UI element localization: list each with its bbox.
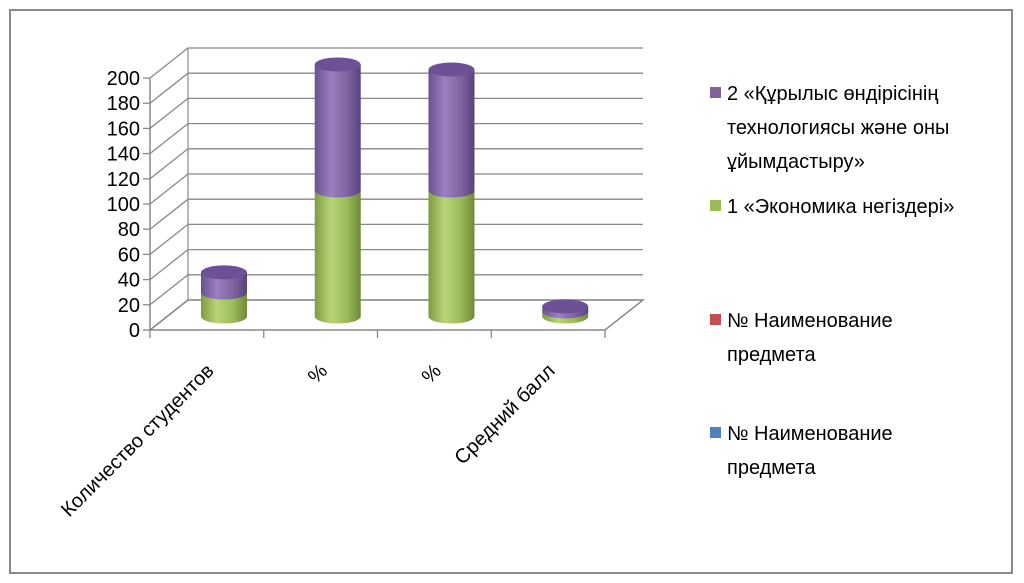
y-tick-label: 100 <box>107 194 140 216</box>
chart-frame <box>9 9 1013 574</box>
legend-label: технологиясы және оны <box>727 117 949 139</box>
y-tick-label: 0 <box>129 320 140 342</box>
bar-segment <box>428 190 475 324</box>
bar-body <box>314 190 361 324</box>
legend-item: 1 «Экономика негіздері» <box>710 196 954 218</box>
bar-segment <box>314 190 361 324</box>
x-category-label: % <box>304 360 332 388</box>
legend-label: 1 «Экономика негіздері» <box>727 196 954 218</box>
bar-body <box>428 190 475 324</box>
y-tick-label: 40 <box>118 270 140 292</box>
y-tick-label: 60 <box>118 244 140 266</box>
legend-label: предмета <box>727 344 816 366</box>
bars <box>200 57 589 324</box>
gridline <box>149 299 643 331</box>
gridline <box>149 72 643 104</box>
legend-swatch <box>710 87 721 98</box>
gridline <box>149 223 643 255</box>
x-category-label: % <box>418 360 446 388</box>
legend-swatch <box>710 200 721 211</box>
legend-label: № Наименование <box>727 423 893 445</box>
y-tick-label: 80 <box>118 219 140 241</box>
legend-item: 2 «Құрылыс өндірісінің технологиясы және … <box>710 83 949 173</box>
y-tick-label: 20 <box>118 295 140 317</box>
gridline <box>149 274 643 306</box>
x-category-label: Средний балл <box>451 360 560 469</box>
gridline <box>149 47 643 79</box>
legend-label: ұйымдастыру» <box>727 151 865 173</box>
gridline <box>149 97 643 129</box>
gridlines <box>149 47 643 338</box>
gridline <box>149 148 643 180</box>
legend-label: предмета <box>727 457 816 479</box>
y-axis-ticks: 0 20 40 60 80 100 120 140 160 180 200 <box>107 68 150 342</box>
bar-top-cap <box>428 62 475 77</box>
x-category-label: Количество студентов <box>57 360 218 521</box>
bar-segment <box>200 292 247 324</box>
legend-swatch <box>710 427 721 438</box>
bar-body <box>200 272 247 300</box>
y-tick-label: 180 <box>107 93 140 115</box>
legend-label: 2 «Құрылыс өндірісінің <box>727 83 938 105</box>
legend-item: № Наименование предмета <box>710 310 893 366</box>
bar-top-cap <box>314 57 361 72</box>
legend-swatch <box>710 314 721 325</box>
gridline <box>149 173 643 205</box>
gridline <box>149 122 643 155</box>
gridline <box>149 248 643 281</box>
y-tick-label: 140 <box>107 144 140 166</box>
legend-item: № Наименование предмета <box>710 423 893 479</box>
bar-body <box>200 292 247 324</box>
bar-top-cap <box>200 265 247 280</box>
bar-segment <box>428 69 475 198</box>
y-tick-label: 160 <box>107 118 140 140</box>
bar-segment <box>200 272 247 300</box>
legend-label: № Наименование <box>727 310 893 332</box>
x-axis-labels: Количество студентов%% Средний балл <box>57 360 560 522</box>
gridline <box>149 198 643 230</box>
y-tick-label: 200 <box>107 68 140 90</box>
y-tick-label: 120 <box>107 169 140 191</box>
bar-body <box>314 64 361 198</box>
legend: 2 «Құрылыс өндірісінің технологиясы және … <box>710 83 954 479</box>
bar-segment <box>314 64 361 198</box>
bar-top-cap <box>542 299 589 314</box>
bar-body <box>428 69 475 198</box>
